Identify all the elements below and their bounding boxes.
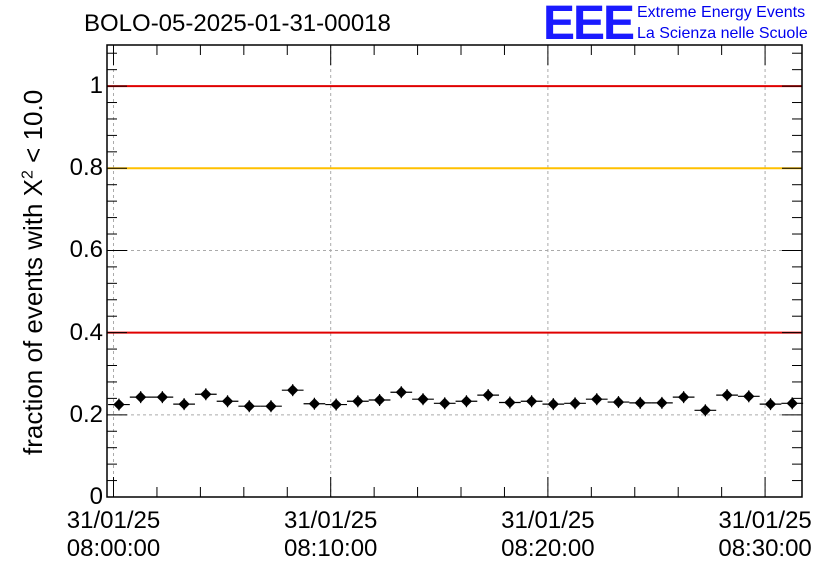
- y-axis-label-sup: 2: [19, 170, 37, 179]
- data-point: [634, 397, 646, 409]
- x-tick-time: 08:20:00: [501, 535, 595, 562]
- data-point: [547, 398, 559, 410]
- data-point: [656, 397, 668, 409]
- x-tick-label: 31/01/25 08:10:00: [261, 507, 401, 563]
- x-tick-date: 31/01/25: [718, 507, 812, 534]
- logo-line-2: La Scienza nelle Scuole: [637, 25, 808, 42]
- data-points: [108, 384, 804, 417]
- logo-line-1: Extreme Energy Events: [637, 4, 806, 21]
- x-tick-date: 31/01/25: [283, 507, 378, 534]
- data-point: [243, 400, 255, 412]
- axis-ticks: [107, 45, 802, 498]
- data-point: [612, 396, 625, 408]
- x-tick-label: 31/01/25 08:00:00: [44, 507, 184, 563]
- data-point: [743, 390, 755, 402]
- data-point: [699, 404, 712, 416]
- data-point: [178, 398, 190, 410]
- data-point: [200, 388, 212, 400]
- y-tick-label: 0.8: [69, 154, 103, 182]
- x-tick-date: 31/01/25: [501, 507, 595, 534]
- x-tick-label: 31/01/25 08:30:00: [695, 507, 835, 563]
- data-point: [287, 384, 299, 396]
- plot-frame: [106, 44, 803, 498]
- data-point: [135, 391, 147, 403]
- data-point: [156, 391, 169, 403]
- grid-lines: [107, 45, 802, 497]
- x-tick-label: 31/01/25 08:20:00: [478, 507, 618, 563]
- plot-area-border: [106, 44, 803, 498]
- chart-title: BOLO-05-2025-01-31-00018: [84, 10, 391, 37]
- data-point: [721, 389, 733, 401]
- x-tick-date: 31/01/25: [66, 507, 161, 534]
- data-point: [504, 396, 516, 409]
- data-point: [569, 397, 581, 409]
- data-point: [395, 386, 407, 398]
- y-tick-label: 0.6: [69, 236, 103, 264]
- data-point: [439, 397, 451, 409]
- y-tick-label: 0.2: [69, 400, 103, 428]
- data-point: [482, 389, 494, 401]
- reference-lines: [107, 85, 802, 334]
- y-tick-label: 1: [89, 72, 103, 100]
- x-tick-time: 08:30:00: [718, 535, 812, 562]
- y-tick-label: 0: [89, 483, 103, 510]
- eee-logo: EEE: [543, 0, 635, 50]
- data-point: [591, 393, 603, 405]
- x-tick-time: 08:10:00: [283, 535, 378, 562]
- data-point: [113, 398, 125, 411]
- y-tick-label: 0.4: [69, 318, 103, 346]
- x-tick-time: 08:00:00: [66, 535, 161, 562]
- data-point: [460, 395, 473, 407]
- data-point: [764, 398, 777, 410]
- data-point: [308, 398, 321, 410]
- data-point: [373, 394, 386, 406]
- data-point: [525, 395, 538, 407]
- data-point: [330, 398, 342, 411]
- data-point: [221, 395, 234, 407]
- data-point: [265, 400, 277, 412]
- data-point: [417, 393, 429, 405]
- data-point: [786, 397, 798, 409]
- data-point: [677, 391, 690, 403]
- data-point: [352, 395, 364, 407]
